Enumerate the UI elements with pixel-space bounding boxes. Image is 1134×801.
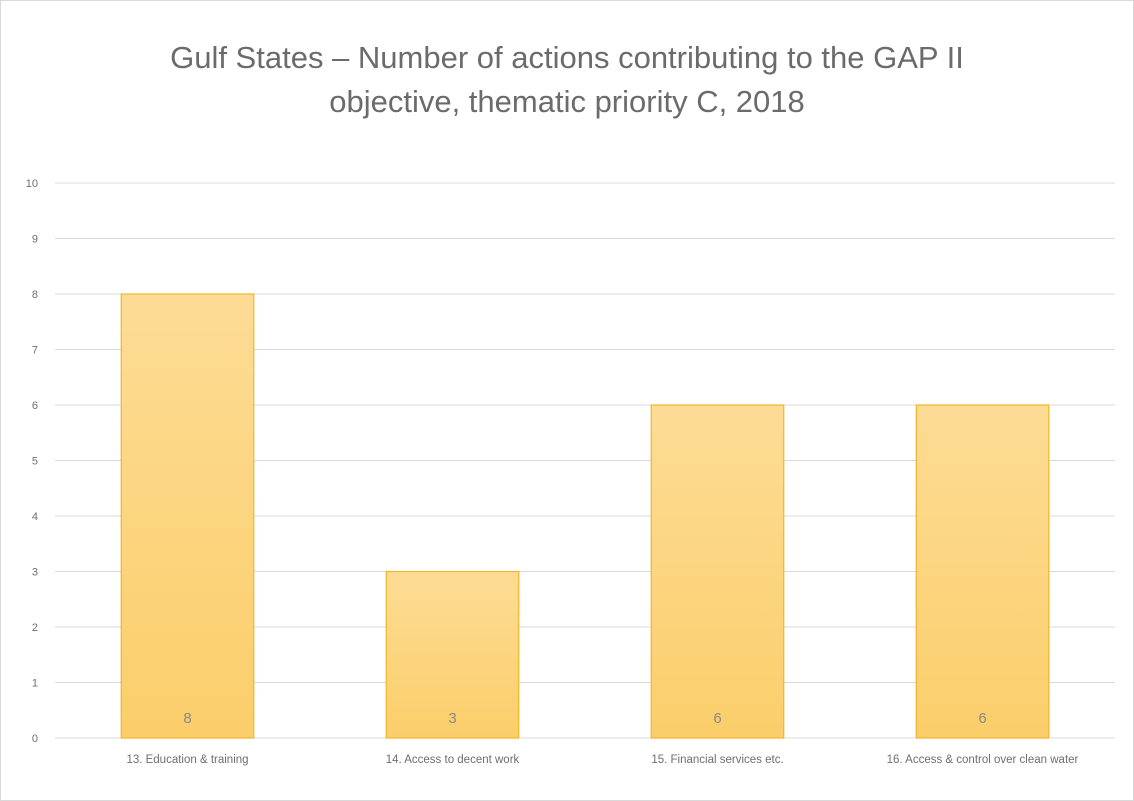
x-tick-label: 13. Education & training (126, 754, 248, 766)
data-label: 3 (448, 710, 456, 727)
bar (385, 570, 520, 739)
chart-title-line-1: Gulf States – Number of actions contribu… (170, 40, 964, 75)
y-tick-label: 3 (32, 567, 38, 579)
y-tick-label: 1 (32, 678, 38, 690)
y-tick-label: 2 (32, 622, 38, 634)
x-axis: 13. Education & training 14. Access to de… (126, 754, 1078, 766)
y-tick-label: 10 (26, 178, 38, 190)
data-label: 6 (713, 710, 721, 727)
data-label: 8 (183, 710, 191, 727)
bars: 8 3 6 6 (120, 293, 1050, 739)
chart-title: Gulf States – Number of actions contribu… (0, 36, 1134, 124)
y-tick-label: 5 (32, 456, 38, 468)
x-tick-label: 16. Access & control over clean water (887, 754, 1079, 766)
bar (120, 293, 255, 739)
y-tick-label: 9 (32, 234, 38, 246)
bar (650, 404, 785, 739)
y-tick-label: 0 (32, 733, 38, 745)
y-tick-label: 4 (32, 511, 38, 523)
x-tick-label: 15. Financial services etc. (651, 754, 783, 766)
bar (915, 404, 1050, 739)
y-tick-label: 6 (32, 400, 38, 412)
data-label: 6 (978, 710, 986, 727)
y-tick-label: 8 (32, 289, 38, 301)
y-tick-label: 7 (32, 345, 38, 357)
y-axis: 0 1 2 3 4 5 6 7 8 9 10 (26, 178, 38, 745)
x-tick-label: 14. Access to decent work (386, 754, 520, 766)
chart-title-line-2: objective, thematic priority C, 2018 (329, 84, 805, 119)
